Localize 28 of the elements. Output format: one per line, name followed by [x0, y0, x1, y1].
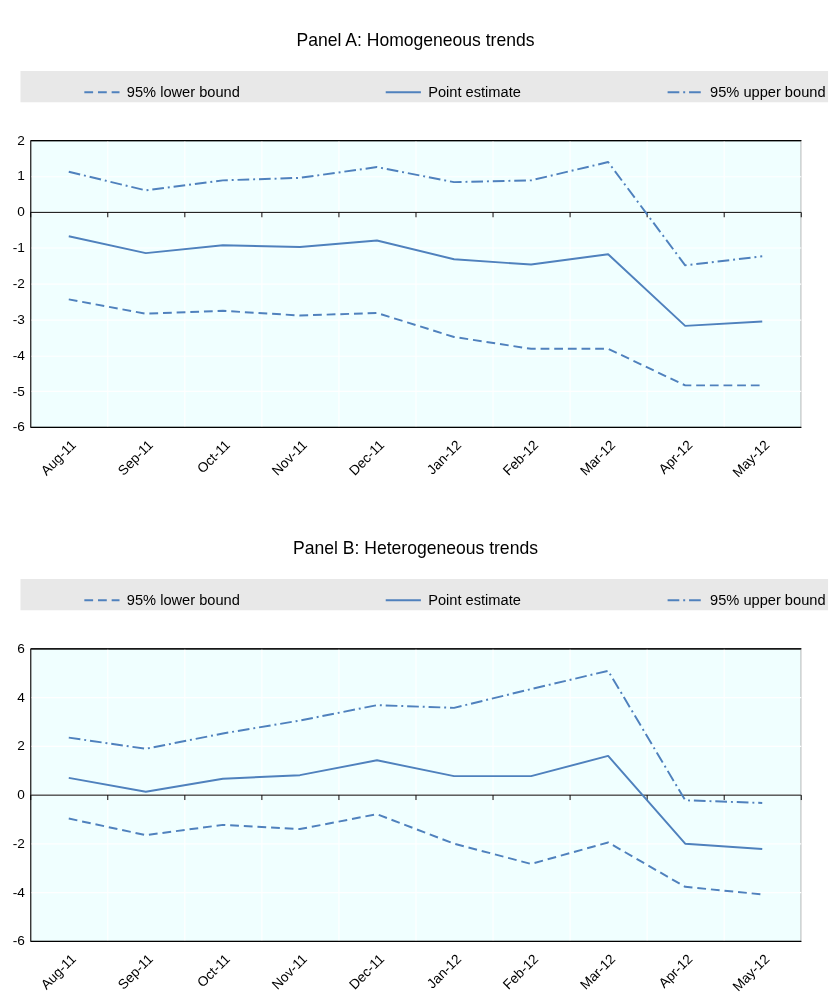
legend-label: 95% upper bound	[710, 592, 826, 609]
legend-label: 95% upper bound	[710, 84, 826, 101]
y-tick-label: 0	[17, 787, 26, 803]
y-tick-label: 0	[17, 204, 26, 220]
y-tick-label: 4	[17, 689, 26, 705]
y-tick-label: -6	[12, 933, 25, 949]
legend-label: Point estimate	[428, 84, 521, 101]
y-tick-label: -2	[12, 835, 25, 851]
line-series	[67, 754, 764, 851]
legend-label: 95% lower bound	[126, 592, 240, 609]
legend-label: 95% lower bound	[126, 84, 240, 101]
y-tick-label: -2	[12, 275, 25, 291]
line-series	[67, 161, 764, 267]
y-tick-label: 2	[17, 132, 25, 148]
legend-label: Point estimate	[428, 592, 521, 609]
line-series	[67, 235, 764, 327]
y-tick-label: -4	[12, 347, 26, 363]
chart-title: Panel B: Heterogeneous trends	[293, 537, 539, 558]
y-tick-label: -3	[12, 311, 25, 327]
y-tick-label: -5	[12, 383, 26, 399]
y-tick-label: -6	[12, 419, 25, 435]
y-tick-label: 1	[17, 168, 25, 184]
line-series	[67, 669, 764, 804]
y-tick-label: 2	[17, 738, 25, 754]
y-tick-label: -1	[12, 240, 25, 256]
chart-title: Panel A: Homogeneous trends	[296, 29, 535, 50]
y-tick-label: -4	[12, 884, 26, 900]
y-tick-label: 6	[17, 640, 25, 656]
